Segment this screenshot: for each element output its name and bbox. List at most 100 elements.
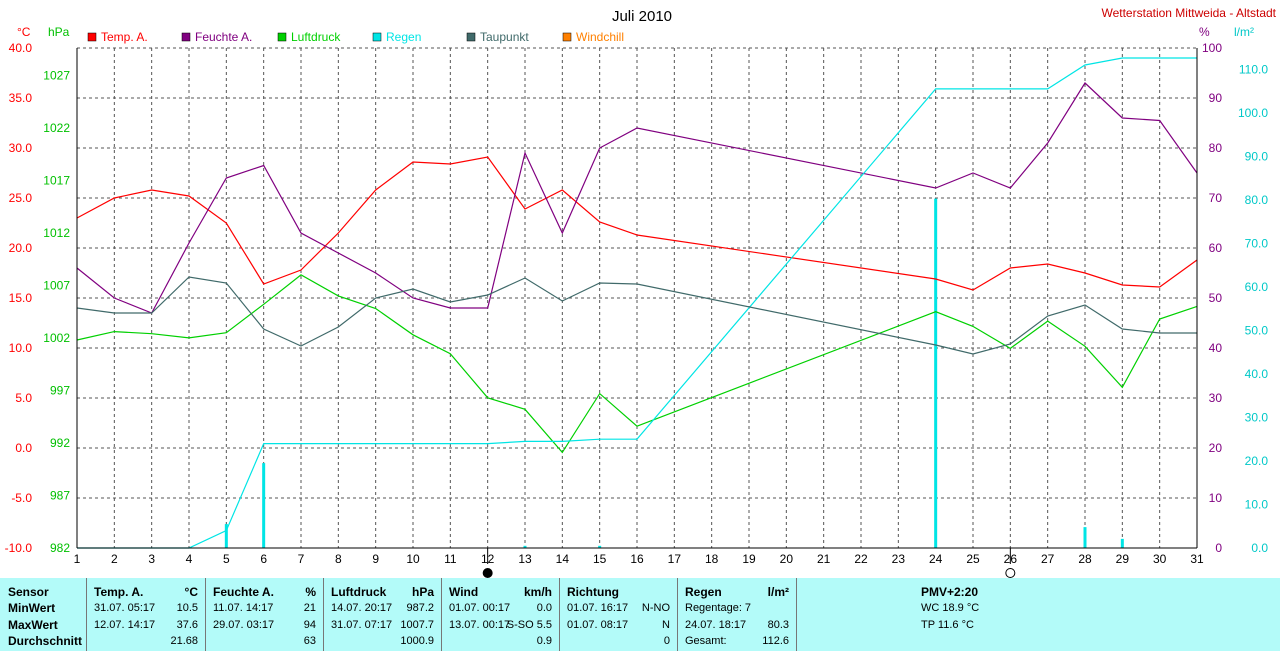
direction-column: Richtung 01.07. 16:17 N-NO 01.07. 08:17 N …	[559, 578, 677, 651]
hum-min-date: 11.07. 14:17	[213, 602, 274, 614]
temp-tick-label: -10.0	[5, 541, 33, 555]
pressure-tick-label: 1017	[43, 173, 70, 187]
wind-min-date: 01.07. 00:17	[449, 602, 511, 614]
x-tick-label: 29	[1116, 552, 1130, 566]
x-tick-label: 27	[1041, 552, 1055, 566]
press-header: Luftdruck	[331, 585, 387, 599]
sensor-header: Sensor	[8, 585, 49, 599]
dir-min: N-NO	[641, 602, 670, 614]
hum-header: Feuchte A.	[213, 585, 274, 599]
legend-label: Windchill	[576, 30, 624, 44]
humidity-tick-label: 0	[1215, 541, 1222, 555]
temp-unit-label: °C	[17, 25, 31, 39]
humidity-tick-label: 60	[1209, 241, 1223, 255]
x-tick-label: 7	[298, 552, 305, 566]
temp-tick-label: 35.0	[9, 91, 33, 105]
temp-tick-label: 20.0	[9, 241, 33, 255]
pressure-tick-label: 992	[50, 436, 70, 450]
chart-title: Juli 2010	[612, 8, 672, 25]
legend-label: Regen	[386, 30, 421, 44]
chart-legend: Temp. A. Feuchte A. Luftdruck Regen Taupunkt…	[87, 30, 624, 44]
rain-days: Regentage: 7	[685, 602, 752, 614]
pressure-tick-label: 1007	[43, 278, 70, 292]
legend-swatch	[562, 32, 572, 42]
temp-tick-label: 40.0	[9, 41, 33, 55]
temp-tick-label: -5.0	[11, 491, 32, 505]
dewpoint-value: TP 11.6 °C	[921, 619, 974, 631]
wind-unit: km/h	[523, 585, 552, 599]
temp-avg: 21.68	[170, 635, 198, 647]
x-tick-label: 10	[406, 552, 420, 566]
station-name: Wetterstation Mittweida - Altstadt	[1101, 6, 1276, 20]
x-tick-label: 16	[630, 552, 644, 566]
pmv-column: PMV+2:20 WC 18.9 °C TP 11.6 °C	[796, 578, 1103, 651]
wind-max-date: 13.07. 00:17	[449, 619, 511, 631]
hum-max-date: 29.07. 03:17	[213, 619, 275, 631]
humidity-tick-label: 10	[1209, 491, 1223, 505]
legend-swatch	[466, 32, 476, 42]
weather-chart: Juli 2010 Wetterstation Mittweida - Alts…	[4, 6, 1277, 578]
wind-avg: 0.9	[536, 635, 552, 647]
rain-tick-label: 0.0	[1251, 541, 1268, 555]
x-tick-label: 9	[372, 552, 379, 566]
rain-unit-label: l/m²	[1234, 25, 1254, 39]
rain-total-label: Gesamt:	[685, 635, 727, 647]
press-avg: 1000.9	[400, 635, 434, 647]
pressure-tick-label: 1027	[43, 68, 70, 82]
x-tick-label: 24	[929, 552, 943, 566]
rain-tick-label: 90.0	[1245, 149, 1269, 163]
x-tick-label: 19	[742, 552, 756, 566]
humidity-tick-label: 90	[1209, 91, 1223, 105]
x-tick-label: 6	[260, 552, 267, 566]
pressure-tick-label: 982	[50, 541, 70, 555]
rain-tick-label: 110.0	[1239, 62, 1268, 76]
hum-min: 21	[303, 602, 316, 614]
x-tick-label: 25	[966, 552, 980, 566]
press-min: 987.2	[406, 602, 434, 614]
humidity-tick-label: 80	[1209, 141, 1223, 155]
humidity-tick-label: 100	[1202, 41, 1222, 55]
temp-tick-label: 10.0	[9, 341, 33, 355]
x-tick-label: 22	[854, 552, 868, 566]
x-tick-label: 18	[705, 552, 719, 566]
hum-max: 94	[303, 619, 316, 631]
wind-min: 0.0	[536, 602, 552, 614]
max-label: MaxWert	[8, 618, 58, 632]
press-max-date: 31.07. 07:17	[331, 619, 393, 631]
rain-tick-label: 40.0	[1245, 367, 1269, 381]
full-moon-icon	[1005, 568, 1016, 578]
humidity-tick-label: 20	[1209, 441, 1223, 455]
pressure-tick-label: 997	[50, 383, 70, 397]
summary-table: Sensor MinWert MaxWert Durchschnitt Temp…	[0, 578, 1280, 651]
dir-max-date: 01.07. 08:17	[567, 619, 629, 631]
x-tick-label: 8	[335, 552, 342, 566]
rain-tick-label: 80.0	[1245, 193, 1269, 207]
rain-tick-label: 20.0	[1245, 454, 1269, 468]
hum-unit: %	[305, 585, 316, 599]
rain-column: Regen l/m² Regentage: 7 24.07. 18:17 80.3 …	[677, 578, 796, 651]
dir-header: Richtung	[567, 585, 619, 599]
temp-max: 37.6	[176, 619, 198, 631]
legend-label: Feuchte A.	[195, 30, 252, 44]
temp-tick-label: 5.0	[15, 391, 32, 405]
x-tick-label: 14	[556, 552, 570, 566]
wind-column: Wind km/h 01.07. 00:17 0.0 13.07. 00:17 S-S…	[441, 578, 559, 651]
x-tick-label: 2	[111, 552, 118, 566]
avg-label: Durchschnitt	[8, 634, 83, 648]
rain-tick-label: 100.0	[1238, 106, 1268, 120]
rain-tick-label: 70.0	[1245, 236, 1269, 250]
series-line-feuchte-a	[76, 82, 1198, 314]
x-tick-label: 28	[1078, 552, 1092, 566]
dir-avg: 0	[663, 635, 670, 647]
legend-label: Taupunkt	[480, 30, 529, 44]
rain-tick-label: 60.0	[1245, 280, 1269, 294]
humidity-tick-label: 30	[1209, 391, 1223, 405]
legend-swatch	[87, 32, 97, 42]
x-tick-label: 1	[74, 552, 81, 566]
rain-header: Regen	[685, 585, 722, 599]
humidity-tick-label: 40	[1209, 341, 1223, 355]
pressure-tick-label: 1012	[43, 226, 70, 240]
pressure-column: Luftdruck hPa 14.07. 20:17 987.2 31.07. 07…	[323, 578, 441, 651]
pressure-unit-label: hPa	[48, 25, 70, 39]
temp-max-date: 12.07. 14:17	[94, 619, 156, 631]
